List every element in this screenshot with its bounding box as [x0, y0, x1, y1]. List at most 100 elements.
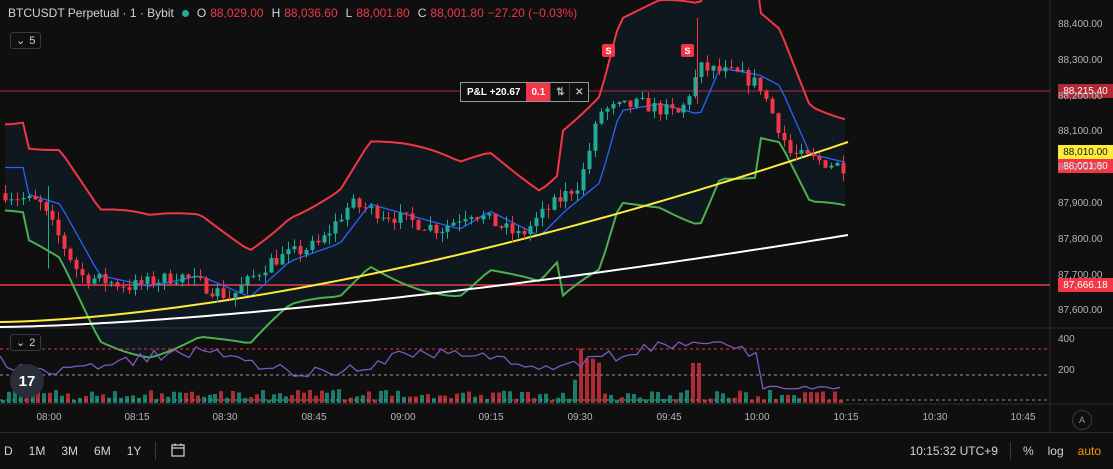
- candle-body: [310, 240, 315, 250]
- time-axis-tick: 09:30: [567, 412, 593, 423]
- volume-bar: [119, 397, 123, 403]
- reverse-arrows-icon[interactable]: ⇅: [550, 83, 569, 101]
- volume-bar: [438, 395, 442, 403]
- price-axis-tick: 88,200.00: [1058, 90, 1103, 102]
- candle-body: [327, 233, 332, 236]
- volume-bar: [154, 399, 158, 403]
- support-price-tag: 87,666.18: [1058, 278, 1113, 292]
- pane-indicators-toggle-button[interactable]: ⌄ 2: [10, 334, 42, 351]
- candle-body: [269, 258, 274, 273]
- volume-bar: [1, 399, 5, 403]
- volume-bar: [373, 399, 377, 403]
- volume-bar: [355, 396, 359, 403]
- position-qty[interactable]: 0.1: [526, 83, 551, 101]
- candle-body: [174, 282, 179, 284]
- candle-body: [274, 258, 279, 265]
- volume-bar: [727, 397, 731, 403]
- candle-body: [687, 96, 692, 105]
- auto-toggle[interactable]: auto: [1077, 444, 1101, 458]
- ema-white-line: [0, 234, 849, 328]
- volume-bar: [520, 392, 524, 403]
- candle-body: [316, 240, 321, 243]
- candle-body: [245, 276, 250, 286]
- volume-bar: [756, 396, 760, 403]
- volume-bar: [349, 397, 353, 403]
- tradingview-logo-icon[interactable]: 17: [10, 364, 44, 398]
- volume-bar: [573, 379, 577, 403]
- candle-body: [558, 197, 563, 202]
- time-axis-tick: 08:15: [124, 412, 150, 423]
- volume-bar: [390, 395, 394, 403]
- log-toggle[interactable]: log: [1047, 444, 1064, 458]
- candle-body: [563, 190, 568, 202]
- range-button-1m[interactable]: 1M: [28, 444, 46, 458]
- volume-bar: [396, 390, 400, 403]
- signal-marker[interactable]: S: [681, 44, 694, 57]
- candle-body: [670, 104, 675, 109]
- calendar-goto-icon[interactable]: [166, 442, 190, 461]
- range-button-6m[interactable]: 6M: [94, 444, 111, 458]
- signal-marker[interactable]: S: [602, 44, 615, 57]
- auto-scale-button[interactable]: A: [1072, 410, 1092, 430]
- candle-body: [705, 62, 710, 71]
- volume-bar: [149, 390, 153, 403]
- volume-bar: [703, 399, 707, 403]
- candle-body: [693, 77, 698, 97]
- volume-bar: [609, 394, 613, 403]
- volume-bar: [479, 394, 483, 403]
- volume-bar: [325, 392, 329, 403]
- position-price-tag: 88,215.40: [1058, 84, 1113, 98]
- volume-bar: [491, 392, 495, 403]
- close-value: 88,001.80: [430, 6, 484, 20]
- volume-bar: [361, 395, 365, 403]
- volume-bar: [225, 397, 229, 403]
- volume-bar: [107, 397, 111, 403]
- candle-body: [440, 231, 445, 234]
- time-axis-tick: 10:15: [833, 412, 859, 423]
- close-icon[interactable]: ✕: [569, 83, 588, 101]
- candle-body: [369, 206, 374, 208]
- position-pnl-widget[interactable]: P&L +20.67 0.1 ⇅ ✕: [460, 82, 590, 102]
- percent-toggle[interactable]: %: [1022, 444, 1034, 458]
- candle-body: [322, 235, 327, 243]
- candle-body: [646, 97, 651, 112]
- time-axis-tick: 09:15: [478, 412, 504, 423]
- volume-bar: [514, 398, 518, 403]
- open-value: 88,029.00: [210, 6, 264, 20]
- clock-display[interactable]: 10:15:32 UTC+9: [909, 444, 998, 458]
- range-button-d[interactable]: D: [4, 444, 13, 458]
- chevron-down-icon: ⌄: [16, 337, 26, 349]
- volume-bar: [178, 392, 182, 403]
- volume-bar: [78, 398, 82, 403]
- volume-bar: [650, 391, 654, 403]
- range-button-3m[interactable]: 3M: [61, 444, 79, 458]
- candle-body: [345, 207, 350, 220]
- volume-bar: [113, 391, 117, 403]
- candle-body: [605, 108, 610, 112]
- indicators-toggle-button[interactable]: ⌄ 5: [10, 32, 42, 49]
- indicator-axis-tick: 200: [1058, 365, 1075, 376]
- candle-body: [493, 213, 498, 227]
- volume-bar: [90, 391, 94, 403]
- candle-body: [133, 280, 138, 290]
- volume-bar: [284, 396, 288, 403]
- symbol-title[interactable]: BTCUSDT Perpetual · 1 · Bybit: [8, 6, 174, 20]
- volume-bar: [750, 399, 754, 403]
- volume-bar: [792, 395, 796, 403]
- price-axis-tick: 88,400.00: [1058, 19, 1103, 30]
- volume-bar: [526, 391, 530, 403]
- volume-bar: [308, 390, 312, 403]
- volume-bar: [497, 392, 501, 403]
- volume-bar: [597, 362, 601, 403]
- candle-body: [204, 278, 209, 294]
- candle-body: [92, 278, 97, 284]
- candle-body: [375, 206, 380, 219]
- candle-body: [735, 67, 740, 72]
- candle-body: [681, 104, 686, 113]
- divider: [155, 442, 157, 460]
- volume-bar: [626, 393, 630, 403]
- range-button-1y[interactable]: 1Y: [126, 444, 142, 458]
- volume-bar: [786, 394, 790, 403]
- high-value: 88,036.60: [284, 6, 338, 20]
